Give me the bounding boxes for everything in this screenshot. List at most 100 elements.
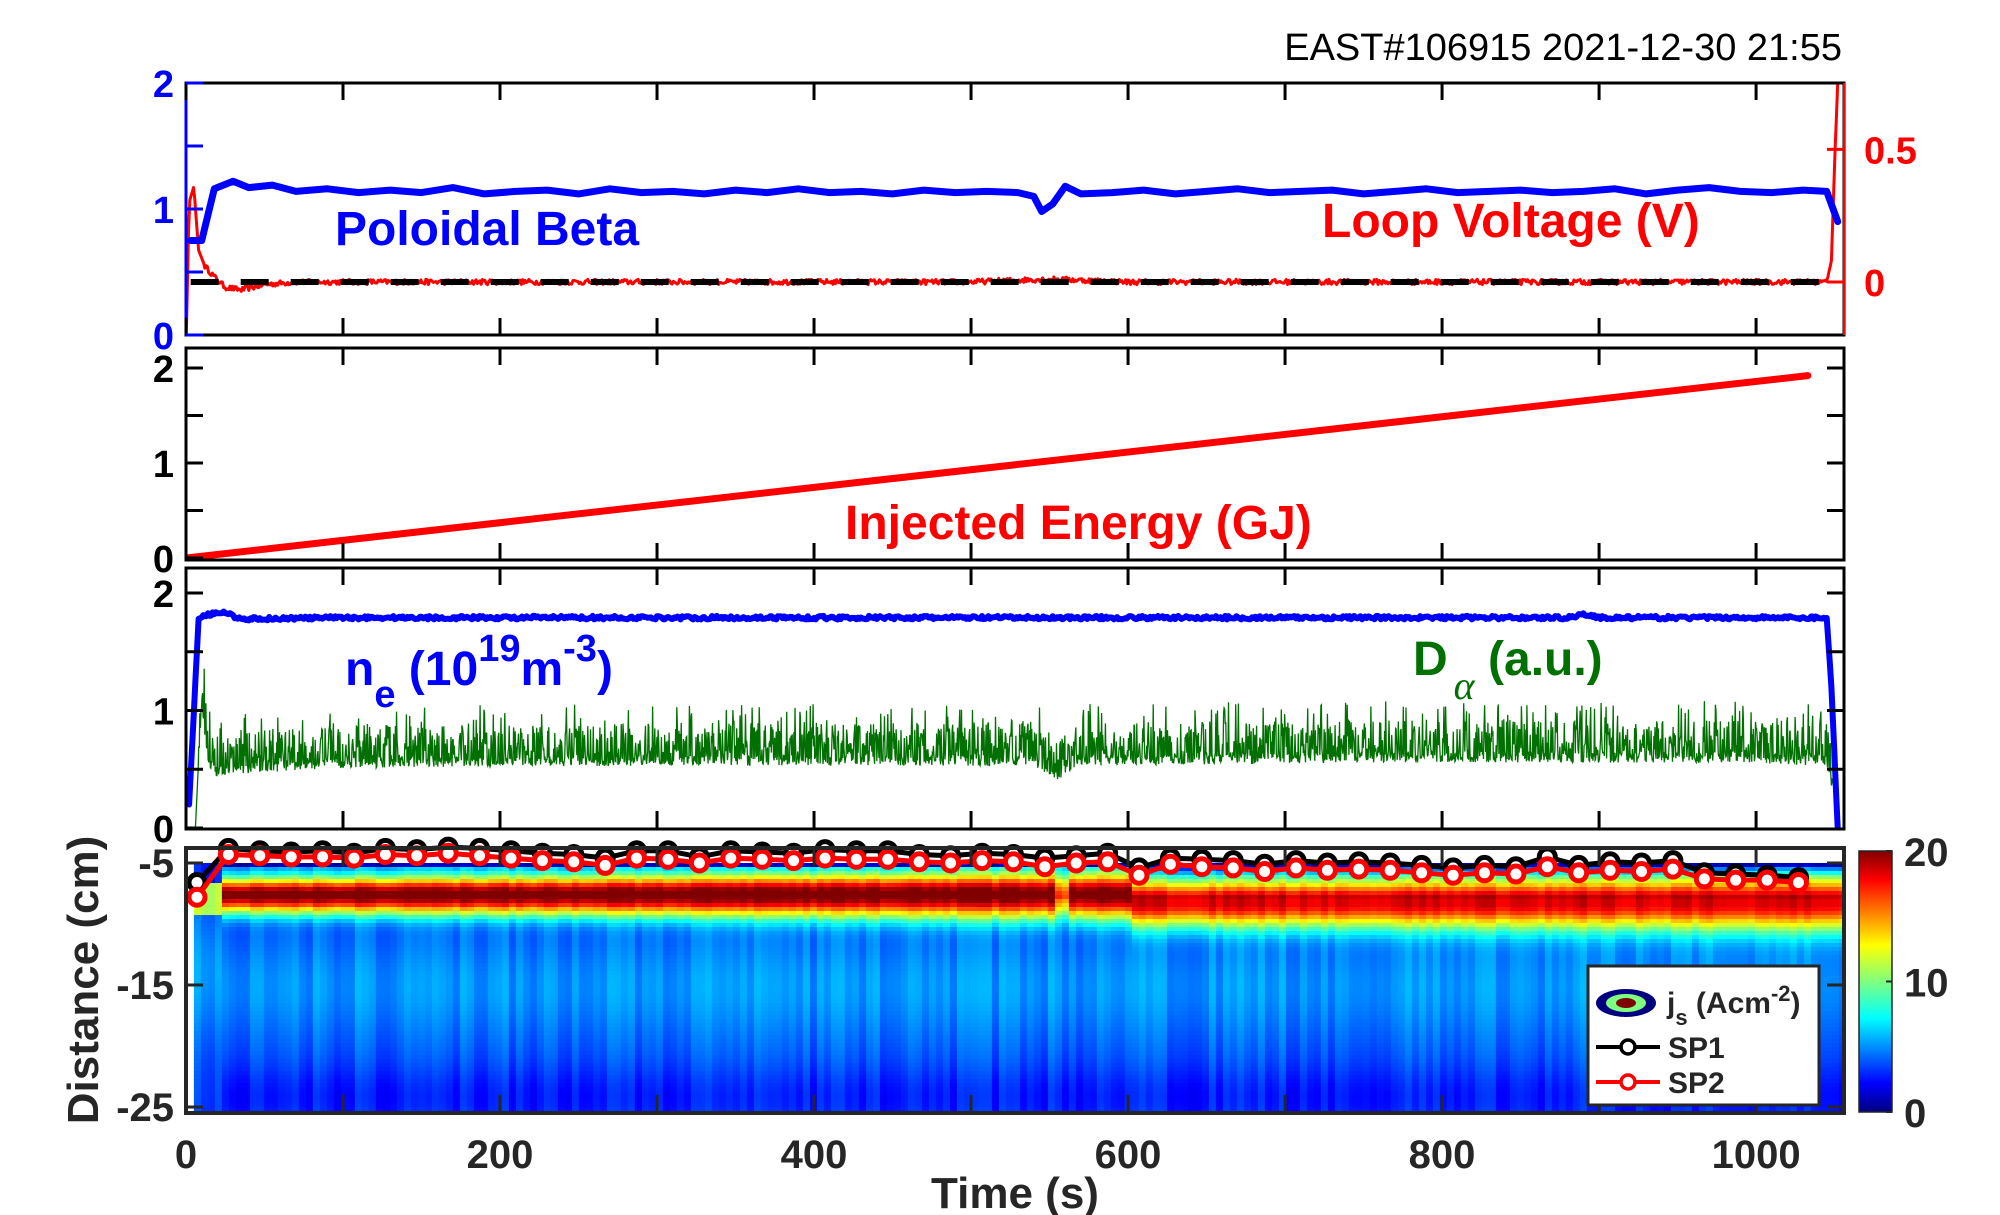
heatmap-cell: [683, 983, 692, 988]
heatmap-cell: [361, 1091, 370, 1096]
heatmap-cell: [529, 911, 538, 916]
heatmap-cell: [473, 963, 482, 968]
heatmap-cell: [403, 979, 412, 984]
heatmap-cell: [347, 1027, 356, 1032]
heatmap-cell: [333, 947, 342, 952]
heatmap-cell: [193, 991, 202, 996]
heatmap-cell: [508, 927, 517, 932]
heatmap-cell: [438, 1023, 447, 1028]
heatmap-cell: [375, 895, 384, 900]
heatmap-cell: [571, 879, 580, 884]
heatmap-cell: [669, 951, 678, 956]
heatmap-cell: [277, 1039, 286, 1044]
heatmap-cell: [228, 995, 237, 1000]
heatmap-cell: [501, 1055, 510, 1060]
heatmap-cell: [312, 1051, 321, 1056]
heatmap-cell: [571, 1071, 580, 1076]
heatmap-cell: [326, 1063, 335, 1068]
heatmap-cell: [690, 983, 699, 988]
heatmap-cell: [648, 1027, 657, 1032]
heatmap-cell: [606, 1031, 615, 1036]
heatmap-cell: [550, 967, 559, 972]
heatmap-cell: [431, 907, 440, 912]
heatmap-cell: [606, 1075, 615, 1080]
heatmap-cell: [648, 1019, 657, 1024]
heatmap-cell: [368, 1087, 377, 1092]
heatmap-cell: [410, 915, 419, 920]
heatmap-cell: [368, 887, 377, 892]
heatmap-cell: [194, 1119, 202, 1124]
heatmap-cell: [564, 923, 573, 928]
heatmap-cell: [424, 899, 433, 904]
heatmap-cell: [438, 899, 447, 904]
heatmap-cell: [214, 1051, 223, 1056]
heatmap-cell: [410, 1083, 419, 1088]
heatmap-cell: [284, 931, 293, 936]
heatmap-cell: [249, 903, 258, 908]
heatmap-cell: [403, 891, 412, 896]
heatmap-cell: [228, 1011, 237, 1016]
heatmap-cell: [242, 1015, 251, 1020]
heatmap-cell: [606, 1091, 615, 1096]
heatmap-cell: [249, 1107, 258, 1112]
heatmap-cell: [487, 1059, 496, 1064]
heatmap-cell: [193, 951, 202, 956]
heatmap-cell: [690, 1015, 699, 1020]
heatmap-cell: [480, 1059, 489, 1064]
heatmap-cell: [711, 1051, 720, 1056]
heatmap-cell: [641, 1039, 650, 1044]
heatmap-cell: [410, 963, 419, 968]
heatmap-cell: [536, 947, 545, 952]
heatmap-cell: [613, 971, 622, 976]
heatmap-cell: [711, 923, 720, 928]
heatmap-cell: [298, 975, 307, 980]
heatmap-cell: [242, 899, 251, 904]
heatmap-cell: [606, 1099, 615, 1104]
heatmap-cell: [459, 1039, 468, 1044]
heatmap-cell: [362, 1119, 370, 1124]
heatmap-cell: [424, 1015, 433, 1020]
heatmap-cell: [697, 1095, 706, 1100]
heatmap-cell: [473, 1055, 482, 1060]
heatmap-cell: [705, 1119, 713, 1124]
heatmap-cell: [368, 987, 377, 992]
heatmap-cell: [501, 1007, 510, 1012]
heatmap-cell: [291, 1075, 300, 1080]
heatmap-cell: [200, 971, 209, 976]
heatmap-cell: [585, 939, 594, 944]
heatmap-cell: [445, 1103, 454, 1108]
heatmap-cell: [529, 1107, 538, 1112]
heatmap-cell: [354, 903, 363, 908]
heatmap-cell: [641, 927, 650, 932]
heatmap-cell: [466, 975, 475, 980]
heatmap-cell: [228, 959, 237, 964]
heatmap-cell: [291, 1027, 300, 1032]
heatmap-cell: [361, 975, 370, 980]
heatmap-cell: [228, 1051, 237, 1056]
heatmap-cell: [354, 1063, 363, 1068]
heatmap-cell: [207, 943, 216, 948]
heatmap-cell: [299, 1119, 307, 1124]
heatmap-cell: [508, 883, 517, 888]
heatmap-cell: [305, 963, 314, 968]
heatmap-cell: [704, 1079, 713, 1084]
heatmap-cell: [704, 995, 713, 1000]
heatmap-cell: [431, 915, 440, 920]
heatmap-cell: [389, 947, 398, 952]
heatmap-cell: [683, 1087, 692, 1092]
heatmap-cell: [200, 935, 209, 940]
heatmap-cell: [529, 1063, 538, 1068]
heatmap-cell: [522, 1099, 531, 1104]
ne-sup2: -3: [563, 628, 597, 670]
heatmap-cell: [571, 999, 580, 1004]
heatmap-cell: [466, 999, 475, 1004]
heatmap-cell: [564, 1087, 573, 1092]
heatmap-cell: [690, 931, 699, 936]
heatmap-cell: [221, 1055, 230, 1060]
heatmap-cell: [347, 1071, 356, 1076]
heatmap-cell: [558, 1119, 566, 1124]
heatmap-cell: [270, 963, 279, 968]
heatmap-cell: [662, 879, 671, 884]
heatmap-cell: [522, 1095, 531, 1100]
heatmap-cell: [669, 975, 678, 980]
